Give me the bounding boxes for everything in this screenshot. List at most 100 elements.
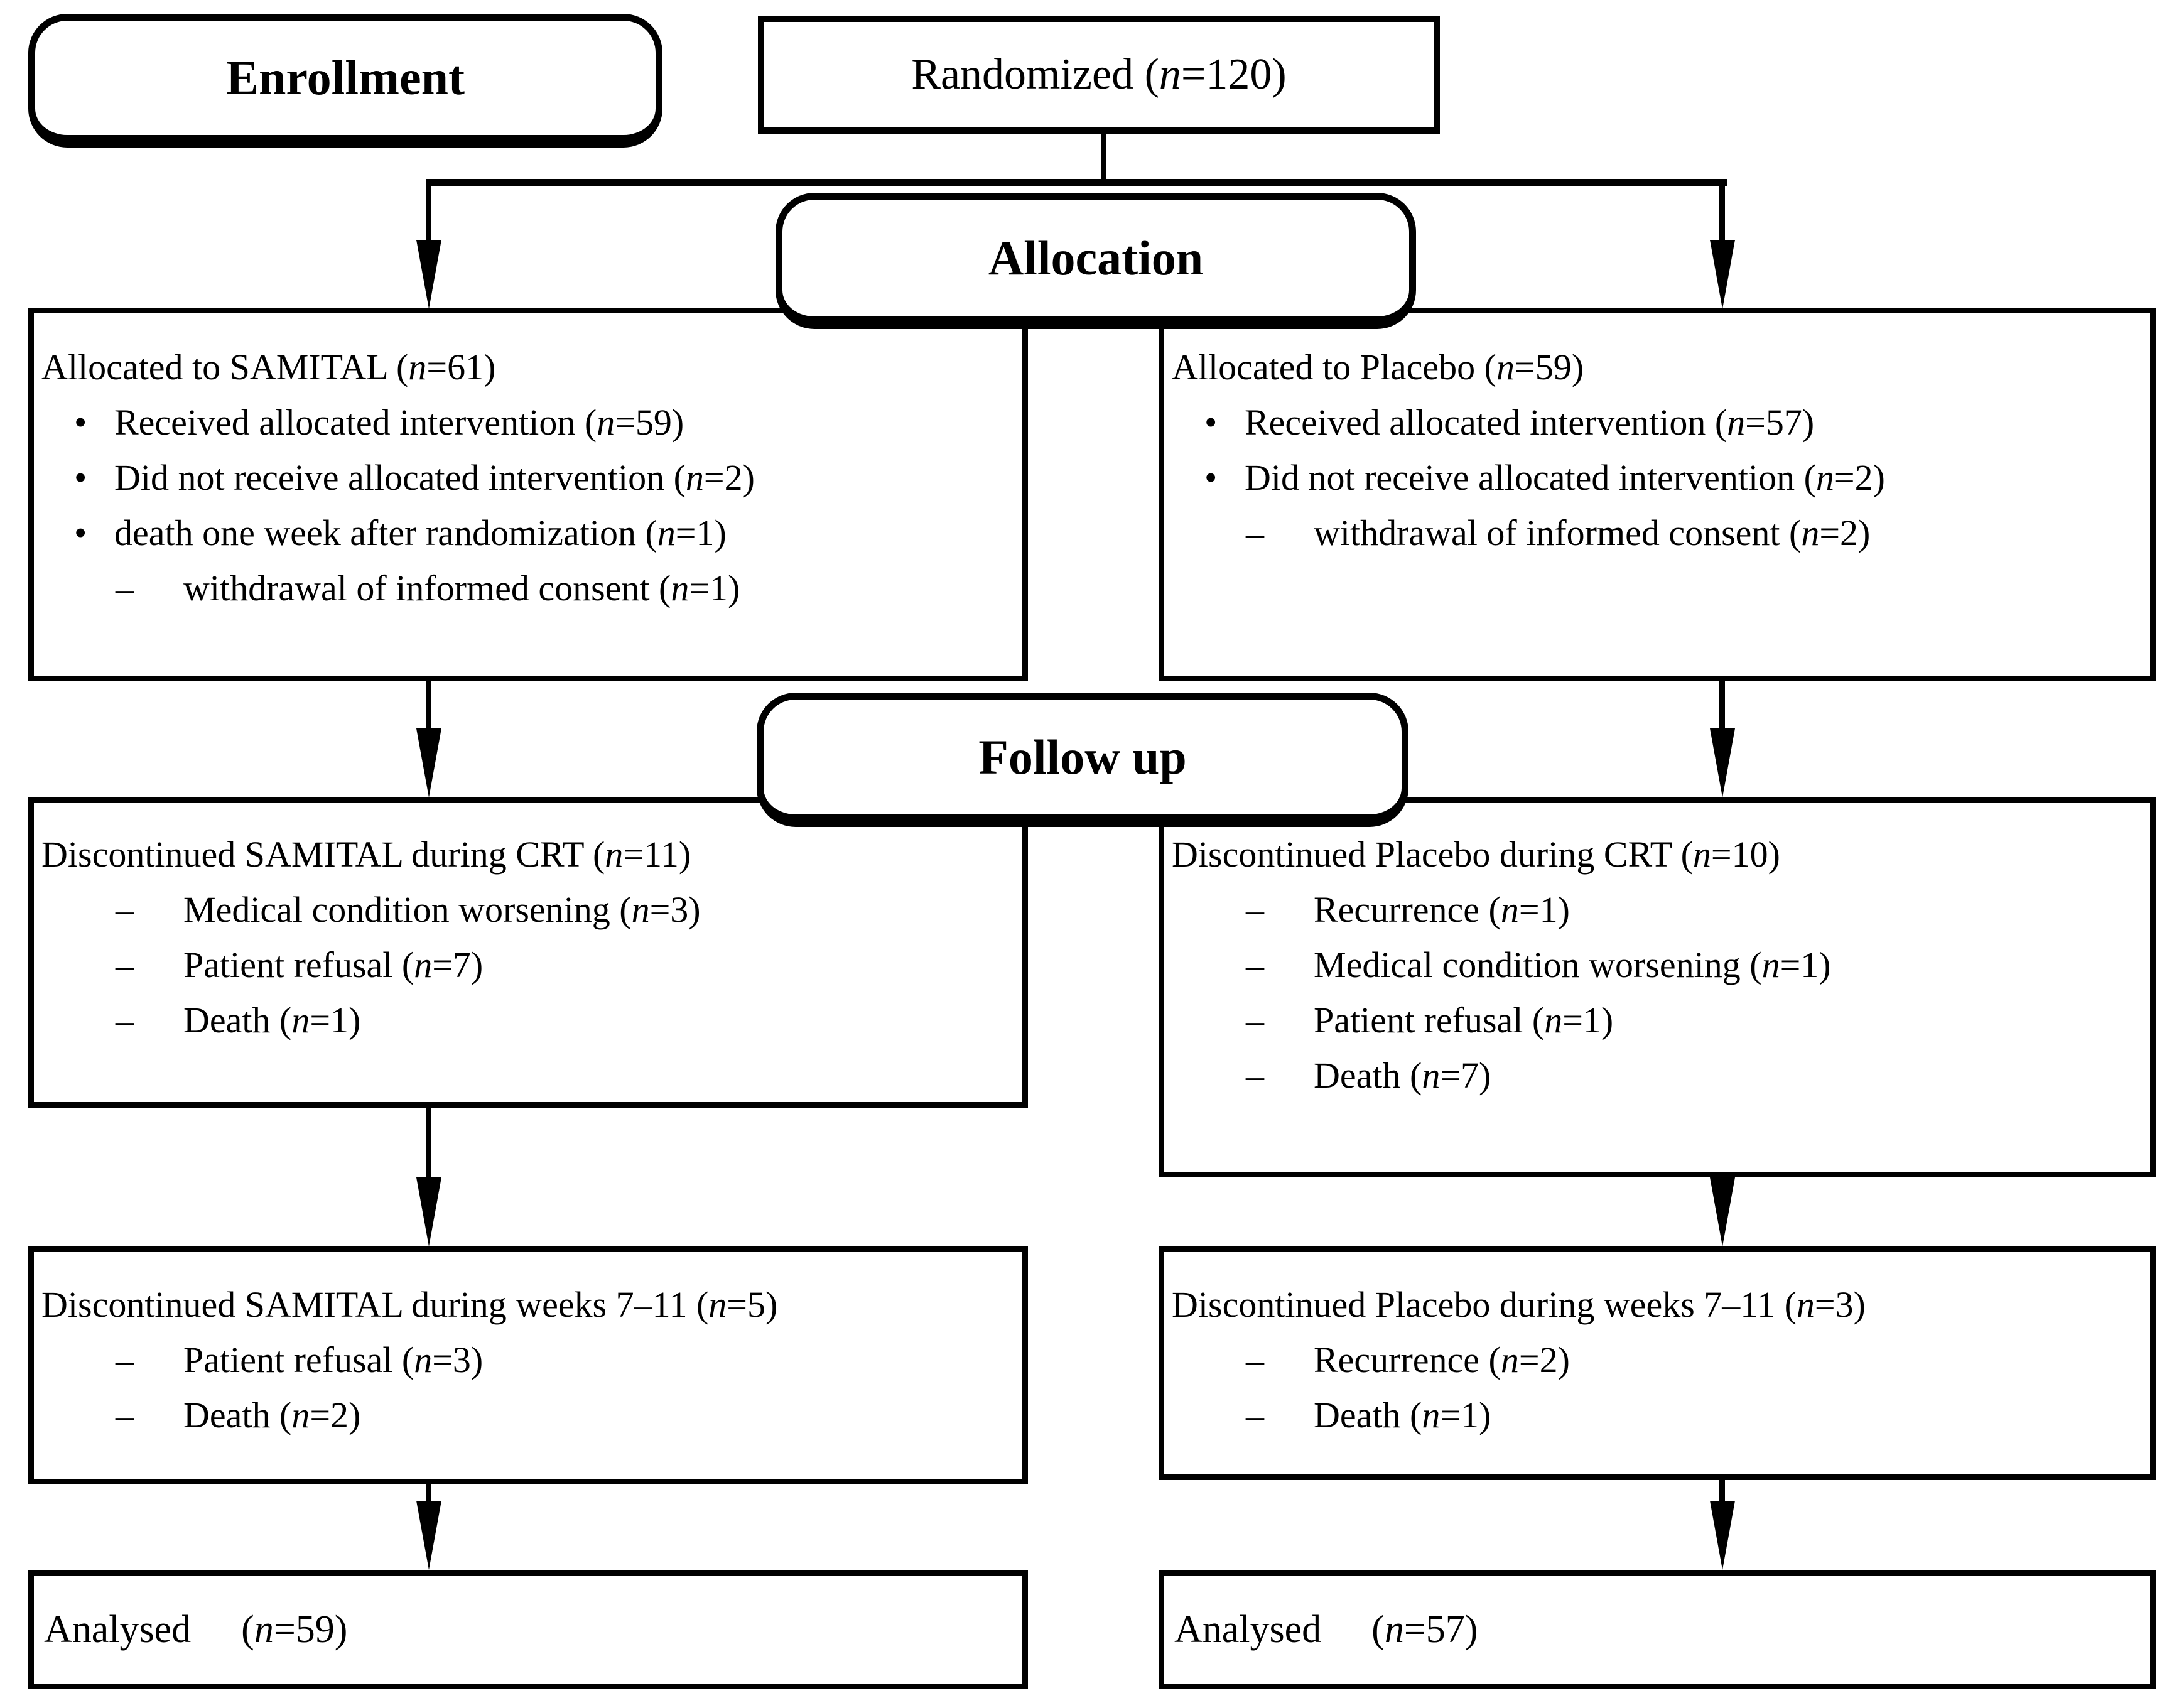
item-text: death one week after randomization (n=1): [114, 512, 727, 553]
arrow-down-icon: [416, 1501, 441, 1570]
dash-marker-icon: –: [116, 568, 134, 608]
dash-marker-icon: –: [1246, 1339, 1264, 1380]
box-title: Discontinued SAMITAL during weeks 7–11 (…: [41, 1284, 778, 1325]
item-text: withdrawal of informed consent (n=2): [1314, 512, 1871, 553]
list-item: – withdrawal of informed consent (n=2): [1164, 505, 2150, 561]
box-item-list: – Medical condition worsening (n=3) – Patie…: [34, 882, 1022, 1048]
bullet-marker-icon: •: [74, 402, 87, 443]
list-item: • Received allocated intervention (n=59): [34, 395, 1022, 450]
dash-marker-icon: –: [1246, 889, 1264, 930]
list-item: – Death (n=7): [1164, 1048, 2150, 1103]
item-text: Recurrence (n=2): [1314, 1339, 1570, 1380]
dash-marker-icon: –: [1246, 1055, 1264, 1096]
arrow-down-icon: [1710, 1177, 1735, 1246]
list-item: • death one week after randomization (n=1…: [34, 505, 1022, 561]
analysed-samital-box: Analysed (n=59): [28, 1570, 1028, 1689]
item-text: Death (n=1): [1314, 1395, 1491, 1435]
bullet-marker-icon: •: [74, 457, 87, 498]
discontinued-placebo-weeks-box: Discontinued Placebo during weeks 7–11 (…: [1159, 1246, 2156, 1480]
list-item: • Received allocated intervention (n=57): [1164, 395, 2150, 450]
dash-marker-icon: –: [116, 1339, 134, 1380]
allocated-placebo-box: Allocated to Placebo (n=59) • Received al…: [1159, 308, 2156, 681]
branch-line: [426, 179, 1727, 186]
dash-marker-icon: –: [1246, 944, 1264, 985]
enrollment-stage-label: Enrollment: [226, 50, 465, 105]
bullet-marker-icon: •: [74, 512, 87, 553]
arrow-down-icon: [1710, 1501, 1735, 1570]
item-text: Did not receive allocated intervention (…: [1245, 457, 1885, 498]
arrow-shaft: [1719, 1478, 1725, 1503]
item-text: Patient refusal (n=1): [1314, 1000, 1614, 1040]
list-item: • Did not receive allocated intervention …: [1164, 450, 2150, 505]
randomized-box: Randomized (n =120): [758, 16, 1440, 134]
dash-marker-icon: –: [116, 1000, 134, 1040]
arrow-shaft: [1719, 179, 1725, 245]
list-item: – Death (n=1): [1164, 1388, 2150, 1443]
followup-stage-pill: Follow up: [757, 693, 1408, 827]
dash-marker-icon: –: [1246, 512, 1264, 553]
list-item: – Patient refusal (n=1): [1164, 993, 2150, 1048]
list-item: – Death (n=2): [34, 1388, 1022, 1443]
randomized-connector-line: [1101, 131, 1106, 185]
analysed-placebo-box: Analysed (n=57): [1159, 1570, 2156, 1689]
box-item-list: – Recurrence (n=1) – Medical condition wors…: [1164, 882, 2150, 1103]
discontinued-samital-crt-box: Discontinued SAMITAL during CRT (n=11) –…: [28, 797, 1028, 1108]
analysed-count: (n=57): [1371, 1608, 1478, 1651]
arrow-down-icon: [1710, 728, 1735, 797]
box-title: Discontinued SAMITAL during CRT (n=11): [41, 834, 691, 875]
list-item: – Medical condition worsening (n=1): [1164, 938, 2150, 993]
analysed-count: (n=59): [241, 1608, 348, 1651]
item-text: Received allocated intervention (n=57): [1245, 402, 1815, 443]
allocation-stage-pill: Allocation: [776, 193, 1416, 329]
list-item: – Medical condition worsening (n=3): [34, 882, 1022, 938]
item-text: Did not receive allocated intervention (…: [114, 457, 755, 498]
list-item: • Did not receive allocated intervention …: [34, 450, 1022, 505]
dash-marker-icon: –: [1246, 1395, 1264, 1435]
box-title: Discontinued Placebo during CRT (n=10): [1172, 834, 1780, 875]
arrow-shaft: [426, 1482, 431, 1503]
list-item: – Patient refusal (n=3): [34, 1332, 1022, 1388]
arrow-shaft: [426, 179, 431, 245]
arrow-shaft: [426, 1105, 431, 1179]
discontinued-placebo-crt-box: Discontinued Placebo during CRT (n=10) –…: [1159, 797, 2156, 1177]
box-item-list: – Recurrence (n=2) – Death (n=1): [1164, 1332, 2150, 1443]
item-text: Death (n=2): [183, 1395, 361, 1435]
list-item: – Recurrence (n=1): [1164, 882, 2150, 938]
box-item-list: • Received allocated intervention (n=59) •…: [34, 395, 1022, 616]
arrow-shaft: [426, 678, 431, 730]
item-text: Patient refusal (n=7): [183, 944, 484, 985]
analysed-label: Analysed: [44, 1608, 192, 1651]
item-text: Patient refusal (n=3): [183, 1339, 484, 1380]
box-title: Discontinued Placebo during weeks 7–11 (…: [1172, 1284, 1866, 1325]
arrow-down-icon: [416, 240, 441, 309]
randomized-text: Randomized (n =120): [911, 50, 1287, 99]
item-text: Medical condition worsening (n=1): [1314, 944, 1831, 985]
discontinued-samital-weeks-box: Discontinued SAMITAL during weeks 7–11 (…: [28, 1246, 1028, 1484]
item-text: Recurrence (n=1): [1314, 889, 1570, 930]
followup-stage-label: Follow up: [978, 729, 1187, 784]
list-item: – Recurrence (n=2): [1164, 1332, 2150, 1388]
item-text: Received allocated intervention (n=59): [114, 402, 684, 443]
arrow-down-icon: [416, 1177, 441, 1246]
bullet-marker-icon: •: [1204, 457, 1218, 498]
arrow-down-icon: [416, 728, 441, 797]
dash-marker-icon: –: [1246, 1000, 1264, 1040]
item-text: Medical condition worsening (n=3): [183, 889, 701, 930]
box-item-list: – Patient refusal (n=3) – Death (n=2): [34, 1332, 1022, 1443]
dash-marker-icon: –: [116, 944, 134, 985]
box-title: Allocated to SAMITAL (n=61): [41, 347, 496, 387]
item-text: withdrawal of informed consent (n=1): [183, 568, 740, 608]
item-text: Death (n=7): [1314, 1055, 1491, 1096]
enrollment-stage-pill: Enrollment: [28, 14, 662, 148]
box-item-list: • Received allocated intervention (n=57) •…: [1164, 395, 2150, 561]
analysed-label: Analysed: [1174, 1608, 1322, 1651]
bullet-marker-icon: •: [1204, 402, 1218, 443]
item-text: Death (n=1): [183, 1000, 361, 1040]
allocated-samital-box: Allocated to SAMITAL (n=61) • Received al…: [28, 308, 1028, 681]
allocation-stage-label: Allocation: [988, 230, 1204, 285]
list-item: – Death (n=1): [34, 993, 1022, 1048]
arrow-shaft: [1719, 678, 1725, 730]
box-title: Allocated to Placebo (n=59): [1172, 347, 1584, 387]
dash-marker-icon: –: [116, 889, 134, 930]
